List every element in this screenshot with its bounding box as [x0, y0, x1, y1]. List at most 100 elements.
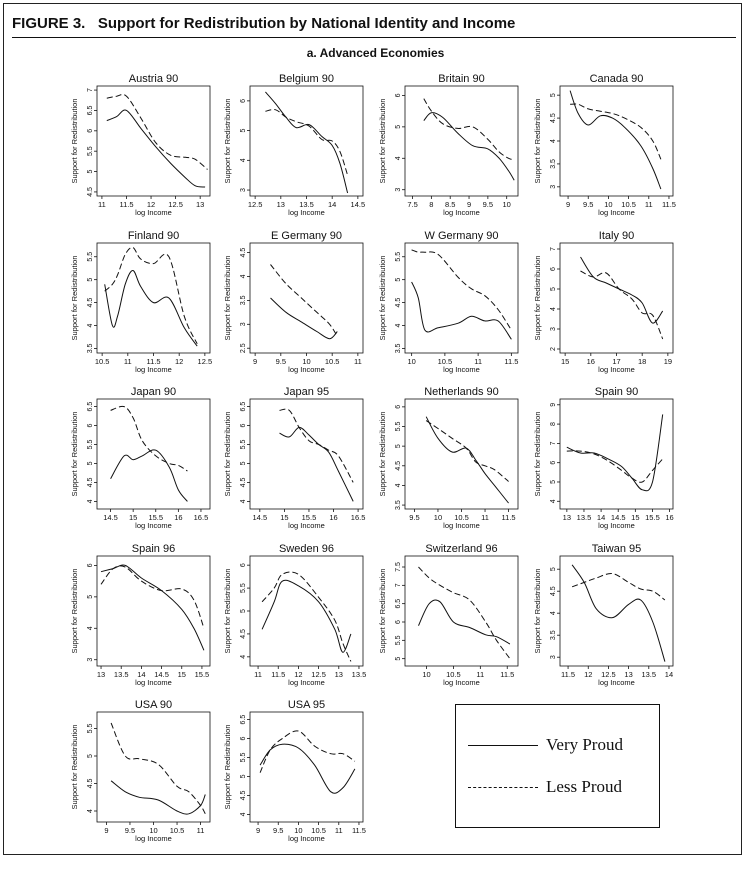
panel-frame — [249, 398, 364, 510]
y-tick-label: 3.5 — [240, 295, 247, 305]
x-tick-label: 11.5 — [500, 670, 514, 679]
x-axis-label: log Income — [443, 365, 480, 374]
y-axis-label: Support for Redistribution — [533, 411, 542, 496]
x-tick-label: 11.5 — [504, 357, 518, 366]
series-line-less-proud — [279, 408, 354, 483]
x-tick-label: 12.5 — [198, 357, 213, 366]
x-tick-label: 10 — [407, 357, 415, 366]
y-tick-label: 4 — [550, 611, 557, 615]
x-axis-label: log Income — [598, 678, 635, 687]
series-line-less-proud — [425, 420, 509, 482]
y-tick-label: 3 — [395, 188, 402, 192]
x-tick-label: 15 — [178, 670, 186, 679]
series-line-very-proud — [259, 743, 356, 794]
series-line-very-proud — [569, 90, 662, 190]
series-line-very-proud — [425, 416, 509, 504]
x-tick-label: 9.5 — [583, 200, 593, 209]
y-tick-label: 6 — [87, 563, 94, 567]
panel-frame — [96, 711, 211, 823]
x-tick-label: 10 — [604, 200, 612, 209]
x-tick-label: 11 — [254, 670, 262, 679]
panel-frame — [559, 555, 674, 667]
panel-title: E Germany 90 — [271, 230, 342, 242]
y-tick-label: 3 — [240, 188, 247, 192]
y-tick-label: 6 — [87, 129, 94, 133]
x-tick-label: 19 — [664, 357, 672, 366]
panel: Finland 90 10.5 11 11.5 12 12.5 3.5 4 4.5 5 5.5 log… — [70, 230, 212, 374]
y-tick-label: 4 — [240, 499, 247, 503]
y-tick-label: 3 — [87, 658, 94, 662]
y-tick-label: 5.5 — [240, 753, 247, 763]
x-tick-label: 13 — [563, 513, 571, 522]
y-tick-label: 7 — [395, 583, 402, 587]
x-tick-label: 17 — [612, 357, 620, 366]
series-line-less-proud — [418, 566, 511, 659]
figure-subtitle: a. Advanced Economies — [306, 46, 445, 60]
y-tick-label: 6 — [395, 620, 402, 624]
panel: Spain 96 13 13.5 14 14.5 15 15.5 3 4 5 6 log Income… — [70, 543, 211, 687]
y-tick-label: 4.5 — [87, 477, 94, 487]
y-tick-label: 6.5 — [240, 715, 247, 725]
y-tick-label: 6 — [395, 93, 402, 97]
panel: USA 95 9 9.5 10 10.5 11 11.5 4 4.5 5 5.5 6 6.5 log In… — [223, 699, 366, 843]
panel-frame — [559, 398, 674, 510]
x-tick-label: 10 — [503, 200, 511, 209]
series-line-very-proud — [411, 281, 512, 340]
y-tick-label: 5.5 — [395, 635, 402, 645]
x-tick-label: 14.5 — [154, 670, 169, 679]
y-tick-label: 4 — [87, 626, 94, 630]
y-tick-label: 5 — [395, 444, 402, 448]
x-tick-label: 10 — [434, 513, 442, 522]
x-tick-label: 10.5 — [438, 357, 453, 366]
x-tick-label: 9.5 — [276, 357, 286, 366]
figure-header: FIGURE 3. Support for Redistribution by … — [12, 15, 515, 32]
y-tick-label: 7 — [550, 441, 557, 445]
y-tick-label: 4.5 — [395, 461, 402, 471]
series-line-less-proud — [100, 565, 205, 629]
panel-frame — [249, 85, 364, 197]
panel: Italy 90 15 16 17 18 19 2 3 4 5 6 7 log Income Suppor… — [533, 230, 674, 374]
x-tick-label: 10 — [422, 670, 430, 679]
panel-frame — [404, 242, 519, 354]
y-tick-label: 4 — [87, 499, 94, 503]
x-tick-label: 11 — [474, 357, 482, 366]
x-axis-label: log Income — [288, 521, 325, 530]
y-tick-label: 4 — [550, 499, 557, 503]
x-axis-label: log Income — [135, 521, 172, 530]
y-tick-label: 4 — [87, 323, 94, 327]
panel-frame — [96, 398, 211, 510]
figure-title: Support for Redistribution by National I… — [97, 15, 516, 32]
series-line-very-proud — [418, 599, 511, 645]
x-tick-label: 11.5 — [662, 200, 676, 209]
y-tick-label: 4 — [395, 323, 402, 327]
panel: Switzerland 96 10 10.5 11 11.5 5 5.5 6 6.5 7 7.5 lo… — [378, 543, 519, 687]
panel: Austria 90 11 11.5 12 12.5 13 4.5 5 5.5 6 6.5 7 log … — [70, 73, 211, 217]
x-tick-label: 16.5 — [351, 513, 366, 522]
y-axis-label: Support for Redistribution — [223, 568, 232, 653]
y-tick-label: 3.5 — [395, 500, 402, 510]
y-tick-label: 6.5 — [87, 402, 94, 412]
y-tick-label: 4.5 — [87, 187, 94, 197]
x-tick-label: 10.5 — [446, 670, 461, 679]
x-tick-label: 16 — [174, 513, 182, 522]
y-tick-label: 6.5 — [395, 599, 402, 609]
figure-frame — [3, 3, 742, 855]
x-axis-label: log Income — [135, 678, 172, 687]
x-tick-label: 10.5 — [325, 357, 340, 366]
y-tick-label: 4.5 — [240, 248, 247, 258]
series-line-very-proud — [100, 564, 205, 651]
legend-item-less-proud: Less Proud — [468, 777, 653, 797]
x-tick-label: 11.5 — [271, 670, 285, 679]
x-tick-label: 15 — [561, 357, 569, 366]
y-axis-label: Support for Redistribution — [70, 255, 79, 340]
x-tick-label: 9.5 — [273, 826, 283, 835]
y-axis-label: Support for Redistribution — [70, 568, 79, 653]
panel-frame — [249, 242, 364, 354]
y-tick-label: 3.5 — [550, 630, 557, 640]
panel-title: Taiwan 95 — [592, 543, 642, 555]
y-tick-label: 5 — [395, 278, 402, 282]
panel-frame — [96, 555, 211, 667]
x-tick-label: 10.5 — [170, 826, 185, 835]
x-tick-label: 14 — [137, 670, 145, 679]
series-line-less-proud — [106, 93, 208, 170]
